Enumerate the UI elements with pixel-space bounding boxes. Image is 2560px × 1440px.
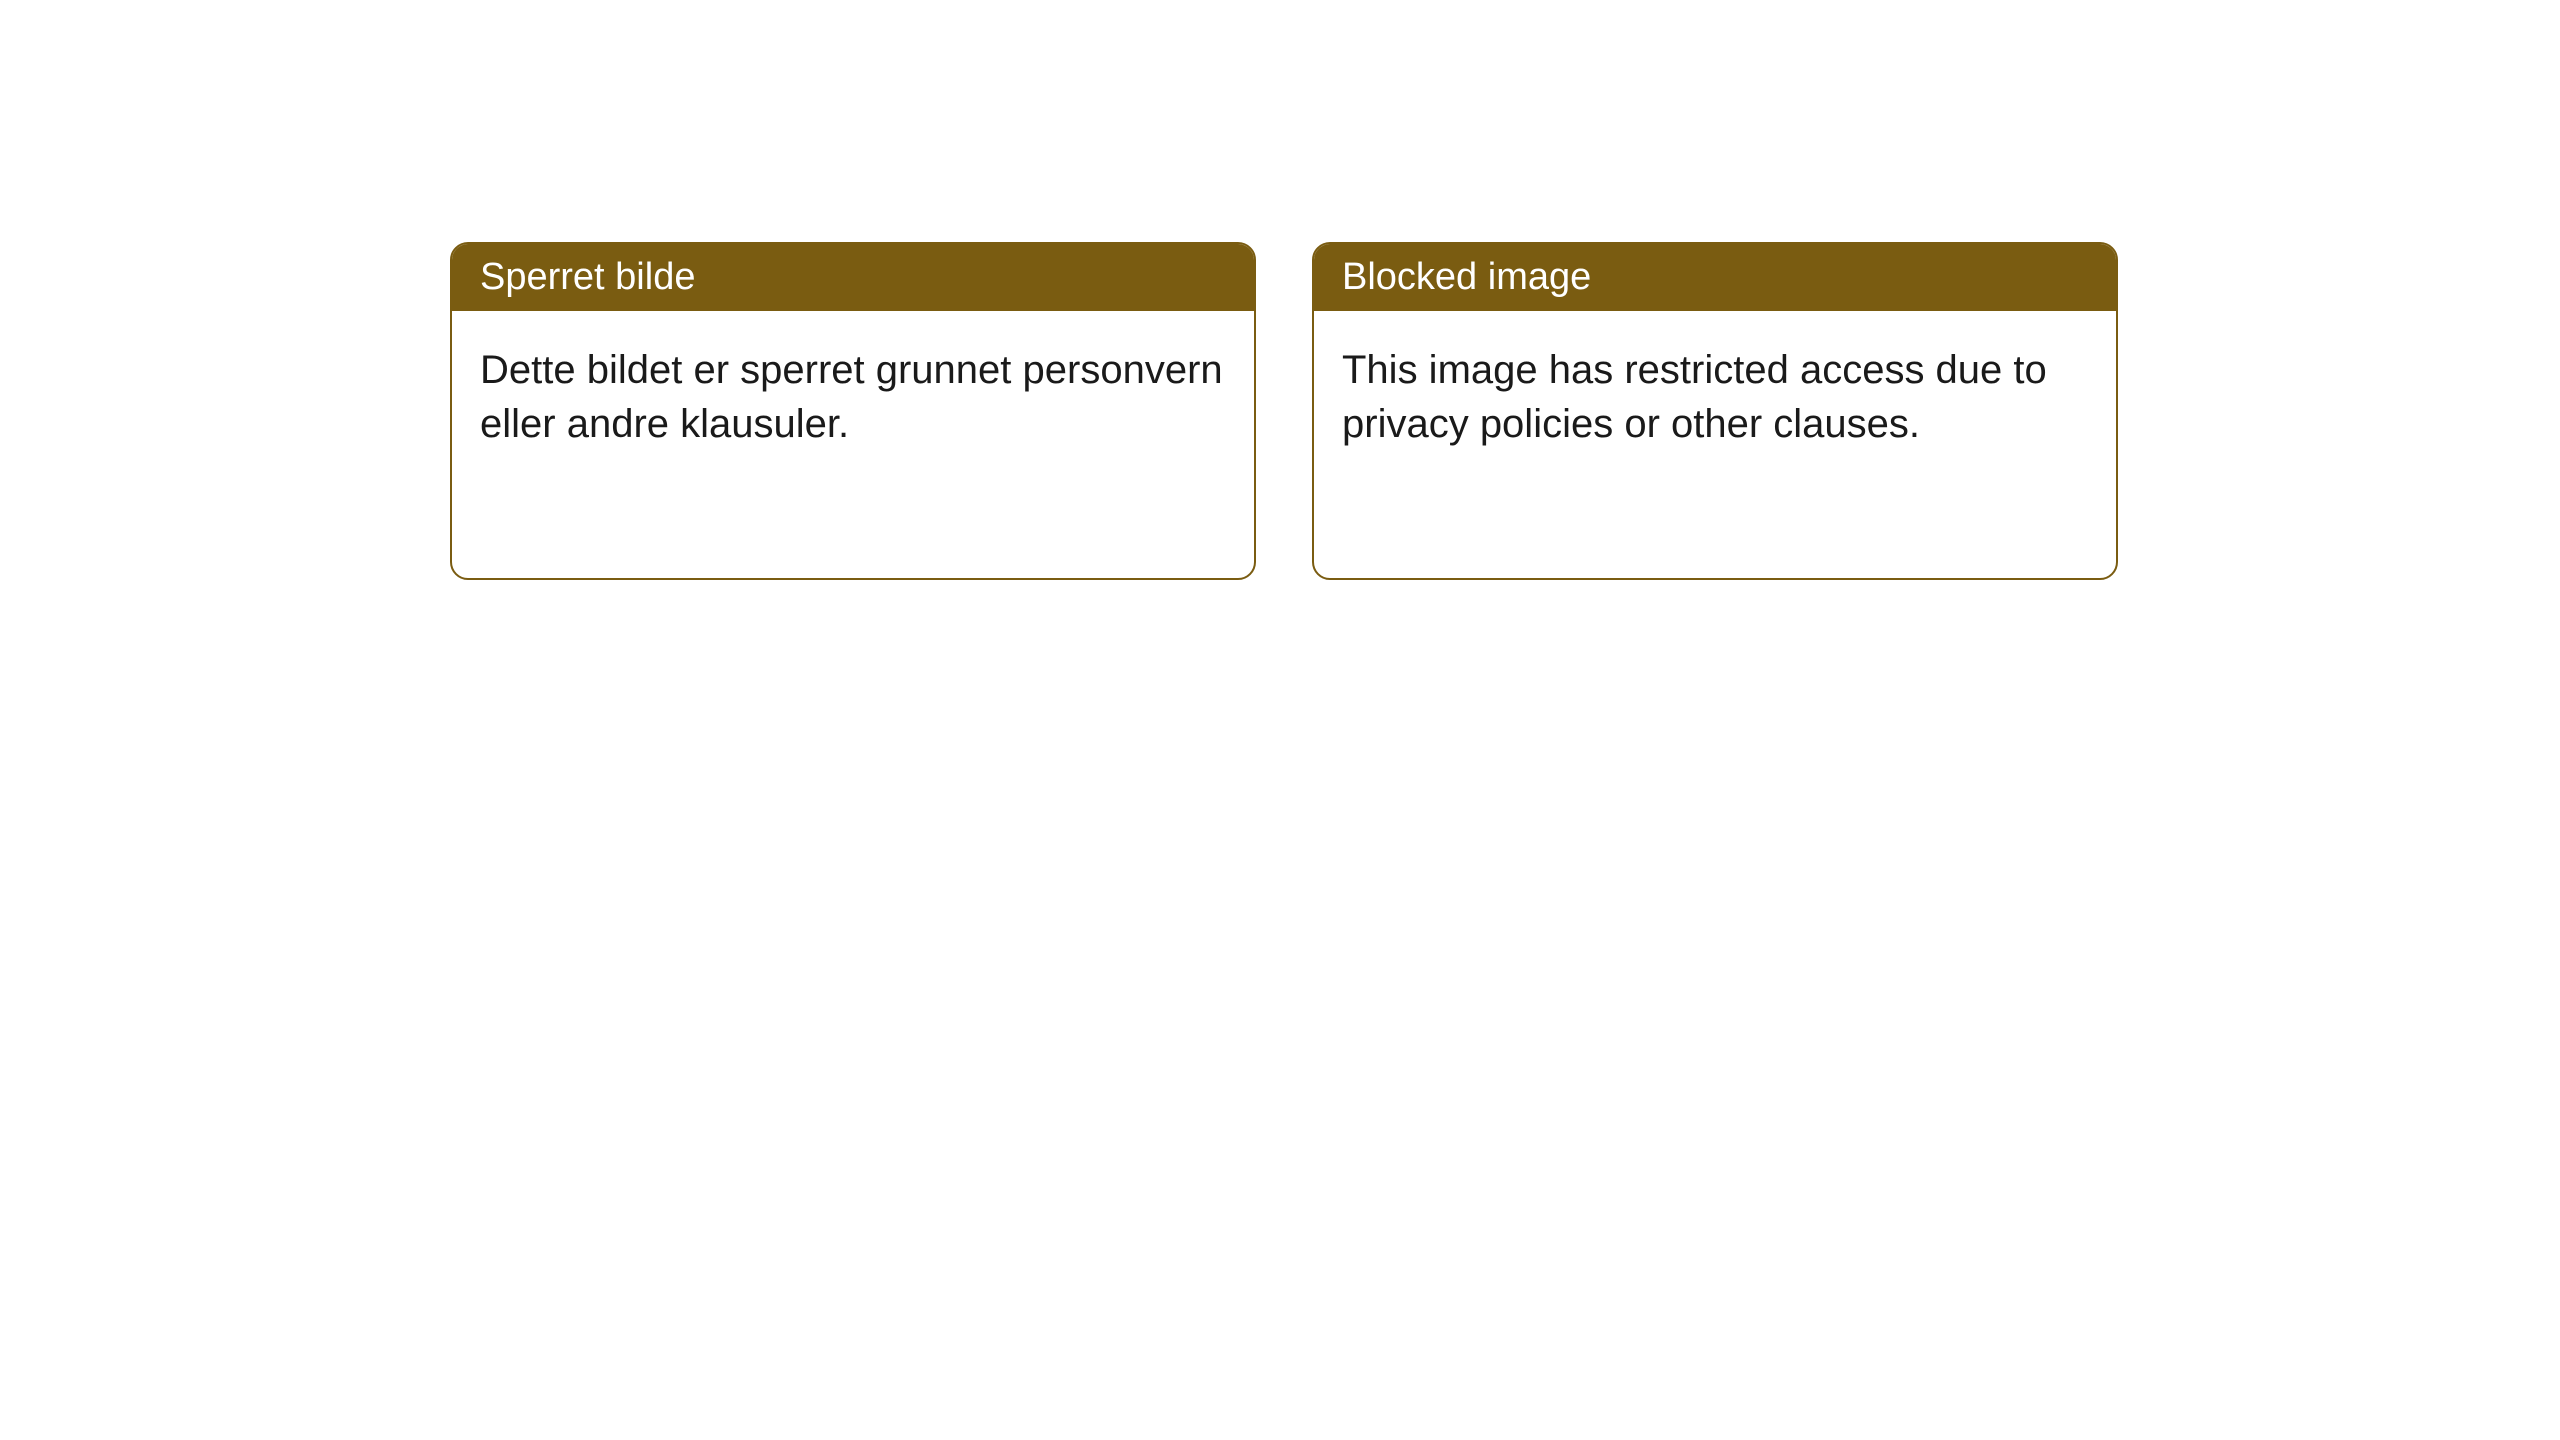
card-english: Blocked image This image has restricted … — [1312, 242, 2118, 580]
card-body-text: Dette bildet er sperret grunnet personve… — [480, 348, 1223, 446]
card-header-text: Sperret bilde — [480, 256, 695, 298]
card-body-text: This image has restricted access due to … — [1342, 348, 2047, 446]
card-header-text: Blocked image — [1342, 256, 1591, 298]
card-body-english: This image has restricted access due to … — [1314, 311, 2116, 483]
card-header-norwegian: Sperret bilde — [452, 244, 1254, 311]
card-norwegian: Sperret bilde Dette bildet er sperret gr… — [450, 242, 1256, 580]
card-body-norwegian: Dette bildet er sperret grunnet personve… — [452, 311, 1254, 483]
blocked-image-cards: Sperret bilde Dette bildet er sperret gr… — [450, 242, 2560, 580]
card-header-english: Blocked image — [1314, 244, 2116, 311]
